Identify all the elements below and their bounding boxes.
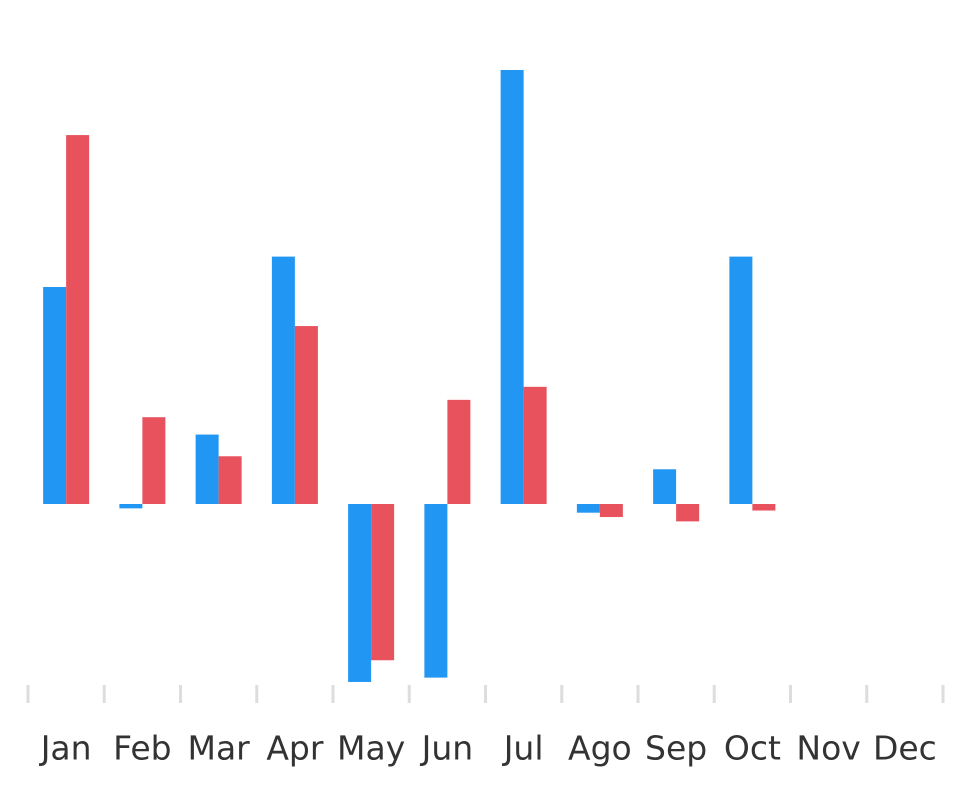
bar [195,434,219,505]
x-tick-label: Mar [187,729,250,768]
bar [653,469,677,505]
bar [142,417,166,505]
bar [500,69,524,505]
bar [271,256,295,505]
x-tick-label: Sep [645,729,707,768]
bar [447,399,471,505]
bar [576,504,600,513]
bar [294,326,318,505]
bar [66,135,90,505]
x-tick-label: May [337,729,405,768]
bar [371,504,395,661]
bar [523,386,547,505]
bar [424,504,448,678]
x-tick-label: Jun [420,729,474,768]
x-tick-label: Feb [113,729,171,768]
bar [43,286,67,505]
bar [119,504,143,509]
x-tick-label: Nov [796,729,860,768]
x-tick-label: Apr [266,729,324,768]
bar [348,504,372,682]
x-tick-label: Ago [568,729,632,768]
x-tick-label: Jan [39,729,92,768]
bar [218,456,242,505]
x-tick-label: Oct [724,729,781,768]
x-tick-label: Jul [502,729,544,768]
bar [752,504,776,511]
bar [729,256,753,505]
bar [599,504,623,518]
x-tick-label: Dec [873,729,937,768]
bar [676,504,700,522]
